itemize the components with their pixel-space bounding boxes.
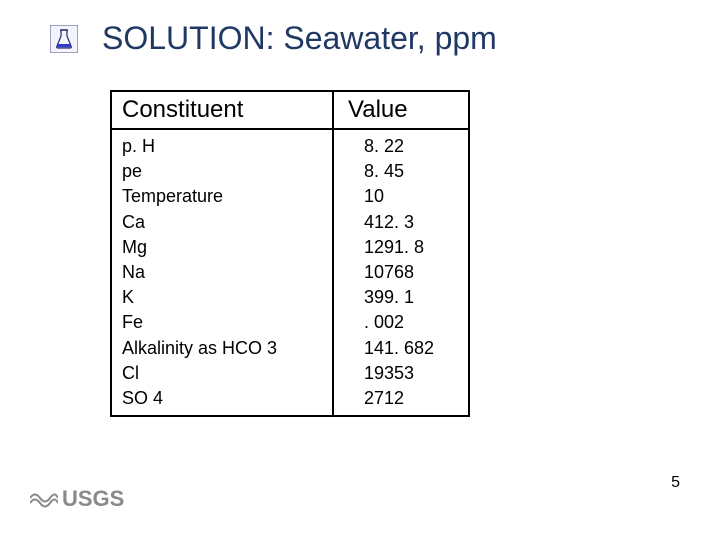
- constituent-cell: p. H pe Temperature Ca Mg Na K Fe Alkali…: [111, 129, 333, 416]
- column-header-value: Value: [333, 91, 469, 129]
- table-header-row: Constituent Value: [111, 91, 469, 129]
- table-body-row: p. H pe Temperature Ca Mg Na K Fe Alkali…: [111, 129, 469, 416]
- column-header-constituent: Constituent: [111, 91, 333, 129]
- slide-title: SOLUTION: Seawater, ppm: [102, 20, 497, 57]
- usgs-logo: USGS: [30, 486, 124, 512]
- page-number: 5: [671, 474, 680, 492]
- slide: SOLUTION: Seawater, ppm Constituent Valu…: [0, 0, 720, 540]
- flask-icon: [50, 25, 78, 53]
- usgs-logo-text: USGS: [62, 486, 124, 512]
- slide-header: SOLUTION: Seawater, ppm: [50, 20, 497, 57]
- value-cell: 8. 22 8. 45 10 412. 3 1291. 8 10768 399.…: [333, 129, 469, 416]
- usgs-wave-icon: [30, 488, 58, 510]
- seawater-table: Constituent Value p. H pe Temperature Ca…: [110, 90, 470, 417]
